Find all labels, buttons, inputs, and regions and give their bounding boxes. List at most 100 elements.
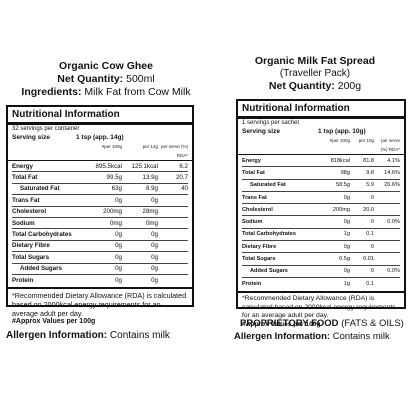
nutrient-row: Dietary Fibre 0g 0g (12, 241, 188, 253)
allergen-label: Allergen Information: (234, 331, 331, 342)
nutrient-name: Cholesterol (242, 206, 273, 213)
nutrient-table-spread: Energy 818kcal 81.8 4.1% Total Fat 98g 9.8 14.6… (242, 155, 400, 290)
nutrient-rda: 20.7 (175, 174, 188, 182)
nutrient-name: Saturated Fat (250, 182, 286, 189)
approx-note: #Approx Values per 100g (12, 318, 96, 326)
nutrient-per-serve: 81.8 (363, 157, 374, 164)
nutrient-name: Energy (12, 162, 33, 170)
serving-size-row: Serving size 1 tsp (app. 14g) (12, 133, 188, 142)
nutrient-row: Total Fat 98g 9.8 14.6% (242, 167, 400, 180)
nutrient-row: Cholesterol 200mg 20.0 (242, 204, 400, 217)
nutrient-row: Trans Fat 0g 0g (12, 195, 188, 207)
net-quantity-label: Net Quantity: (268, 80, 335, 92)
nutrient-per-serve: 0g (151, 242, 158, 250)
nutrient-per-serve: 0.01 (363, 256, 374, 263)
net-quantity-label: Net Quantity: (57, 73, 124, 85)
nutrient-per-serve: 8.9g (145, 185, 158, 193)
nutrient-name: Protein (12, 277, 34, 285)
nutrient-per-100g: 0g (343, 268, 350, 275)
allergen-info-ghee: Allergen Information: Contains milk (6, 330, 170, 342)
nutrient-per-100g: 818kcal (330, 157, 350, 164)
nutrient-table-ghee: Energy 895.5kcal 125.1kcal 6.2 Total Fat 99.5… (12, 161, 188, 286)
nutrient-per-100g: 99.5g (106, 174, 122, 182)
nutrient-name: Trans Fat (242, 194, 267, 201)
proprietary-label: PROPRIETORY FOOD (240, 318, 339, 329)
nutrient-per-100g: 0g (343, 194, 350, 201)
product-subtitle-spread: (Traveller Pack) (279, 68, 351, 79)
nutrient-per-100g: 0mg (109, 219, 122, 227)
panel-heading: Nutritional Information (242, 103, 350, 114)
nutrient-row: Total Carbohydrates 0g 0g (12, 229, 188, 241)
nutrient-per-100g: 0g (343, 243, 350, 250)
nutrient-per-100g: 0g (115, 196, 122, 204)
nutrient-per-100g: 0g (115, 253, 122, 261)
nutrient-name: Total Carbohydrates (242, 231, 296, 238)
nutrient-row: Trans Fat 0g 0 (242, 192, 400, 205)
nutrient-rda: 40 (181, 185, 188, 193)
col-head-serve: per 14g (142, 144, 158, 149)
nutrient-row: Protein 1g 0.1 (242, 278, 400, 290)
rda-note: *Recommended Dietary Allowance (RDA) is … (242, 295, 396, 320)
nutrient-row: Sodium 0mg 0mg (12, 218, 188, 230)
nutrient-per-100g: 200mg (103, 208, 122, 216)
nutrient-per-serve: 0g (151, 253, 158, 261)
nutrient-per-100g: 200mg (332, 206, 350, 213)
nutrient-per-serve: 0 (370, 243, 374, 250)
servings-count: 32 servings per container (12, 126, 80, 132)
nutrient-per-100g: 98g (340, 169, 350, 176)
ingredients-value: Milk Fat from Cow Milk (84, 86, 191, 98)
column-headers: #per 100g per 10g per serve (%) RDA* (242, 136, 400, 154)
nutrient-row: Sodium 0g 0 0.0% (242, 216, 400, 229)
proprietary-sub: (FATS & OILS) (341, 318, 404, 329)
nutrient-name: Dietary Fibre (12, 242, 50, 250)
nutrient-name: Total Sugars (12, 253, 50, 261)
nutrient-name: Saturated Fat (20, 185, 60, 193)
nutrient-name: Total Fat (12, 174, 38, 182)
nutrient-row: Total Sugars 0g 0g (12, 252, 188, 264)
nutrient-per-serve: 0 (370, 219, 374, 226)
nutrient-row: Dietary Fibre 0g 0 (242, 241, 400, 254)
nutrient-per-serve: 125.1kcal (131, 162, 159, 170)
nutrient-row: Energy 818kcal 81.8 4.1% (242, 155, 400, 168)
ghee-header: Organic Cow Ghee Net Quantity: 500ml Ing… (4, 60, 208, 99)
nutrient-per-serve: 0 (370, 268, 374, 275)
nutrient-rda: 0.0% (387, 219, 400, 226)
servings-count: 1 servings per sachet (242, 120, 300, 126)
nutrient-rda: 14.6% (384, 169, 400, 176)
product-title-ghee: Organic Cow Ghee (59, 60, 153, 72)
product-title-spread: Organic Milk Fat Spread (254, 55, 376, 67)
nutrient-per-serve: 20.0 (363, 206, 374, 213)
col-head-100g: #per 100g (101, 144, 122, 149)
nutrient-name: Added Sugars (250, 268, 288, 275)
nutrient-per-serve: 28mg (142, 208, 158, 216)
spread-header: Organic Milk Fat Spread (Traveller Pack)… (216, 55, 414, 93)
nutrient-per-100g: 1g (343, 281, 350, 288)
nutrient-per-serve: 13.9g (142, 174, 158, 182)
nutrient-per-100g: 1g (343, 231, 350, 238)
serving-size-value: 1 tsp (app. 10g) (318, 128, 366, 135)
nutrient-name: Total Sugars (242, 256, 276, 263)
nutrient-per-serve: 9.8 (366, 169, 374, 176)
net-quantity-ghee: Net Quantity: 500ml (4, 73, 208, 86)
nutrient-row: Energy 895.5kcal 125.1kcal 6.2 (12, 161, 188, 173)
net-quantity-value: 500ml (126, 73, 155, 85)
ingredients-ghee: Ingredients: Milk Fat from Cow Milk (4, 86, 208, 99)
nutrient-row: Cholesterol 200mg 28mg (12, 207, 188, 218)
nutrient-per-100g: 0g (115, 242, 122, 250)
nutrient-per-serve: 0g (151, 196, 158, 204)
nutrient-name: Sodium (12, 219, 35, 227)
nutrient-per-serve: 0.1 (366, 281, 374, 288)
nutrient-row: Saturated Fat 58.5g 5.9 26.6% (242, 180, 400, 192)
nutrient-name: Total Fat (242, 169, 265, 176)
serving-size-row: Serving size 1 tsp (app. 10g) (242, 127, 400, 136)
col-head-serve: per 10g (358, 138, 374, 143)
nutrient-per-serve: 5.9 (366, 182, 374, 189)
nutrient-row: Added Sugars 0g 0g (12, 264, 188, 275)
nutrient-name: Total Carbohydrates (12, 231, 72, 239)
col-head-100g: #per 100g (329, 138, 350, 143)
nutrient-name: Dietary Fibre (242, 243, 277, 250)
nutrient-per-100g: 0.5g (339, 256, 350, 263)
nutrient-name: Cholesterol (12, 208, 47, 216)
nutrient-name: Sodium (242, 219, 263, 226)
nutrient-name: Protein (242, 281, 262, 288)
